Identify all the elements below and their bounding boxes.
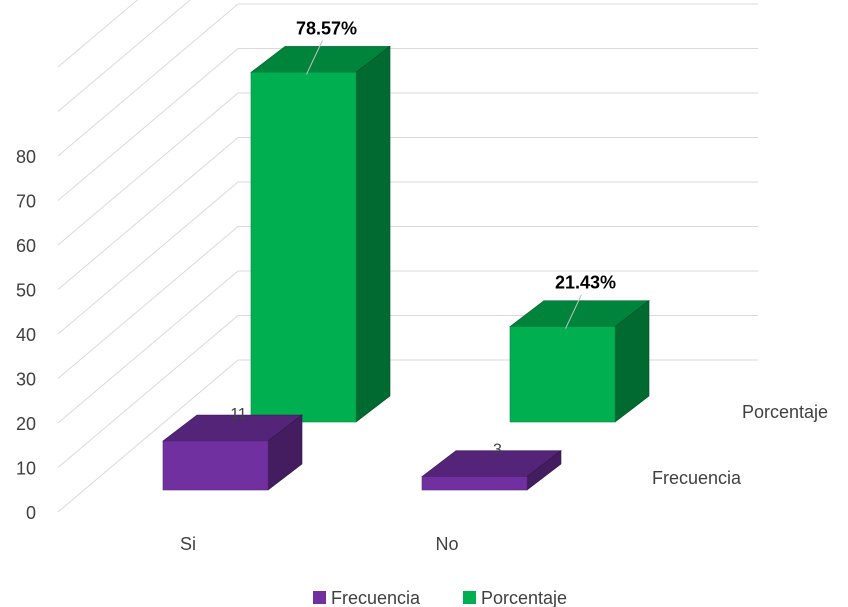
legend-label: Frecuencia [331,588,421,607]
y-tick-label: 30 [16,370,36,390]
y-tick-label: 0 [26,503,36,523]
data-label-porcentaje-no: 21.43% [555,273,616,293]
series-axis-label: Porcentaje [742,402,828,422]
series-axis-labels: Frecuencia Porcentaje [652,402,828,488]
legend-swatch [463,591,476,604]
data-label-frecuencia-si: 11 [230,406,247,423]
y-tick-label: 50 [16,281,36,301]
data-labels: 78.57% 21.43% 11 3 [230,18,616,458]
y-tick-label: 80 [16,147,36,167]
y-tick-label: 60 [16,236,36,256]
gridline-diagonal [57,359,239,513]
legend-item-porcentaje: Porcentaje [463,588,567,607]
data-label-porcentaje-si: 78.57% [296,18,357,38]
y-axis-ticks: 0 10 20 30 40 50 60 70 80 [16,147,36,523]
gridline-diagonal [57,92,239,246]
gridline-diagonal [57,226,239,379]
category-label: No [435,534,458,554]
gridlines [57,0,758,513]
category-label: Si [180,534,196,554]
legend-item-frecuencia: Frecuencia [313,588,421,607]
category-labels: Si No [180,534,459,554]
series-axis-label: Frecuencia [652,468,742,488]
bar-frecuencia-si [162,414,303,491]
y-tick-label: 20 [16,414,36,434]
y-tick-label: 10 [16,459,36,479]
bars [162,45,650,491]
bar-porcentaje-no [509,300,650,423]
gridline-diagonal [57,315,239,468]
gridline-diagonal [57,48,239,201]
gridline-diagonal [57,3,239,157]
gridline-diagonal [57,0,191,112]
bar-porcentaje-si [250,45,391,423]
y-tick-label: 70 [16,192,36,212]
legend-label: Porcentaje [481,588,567,607]
gridline-diagonal [57,0,139,68]
gridline-diagonal [57,270,239,424]
bar-frecuencia-no [421,450,562,491]
data-label-frecuencia-no: 3 [493,442,502,459]
gridline-diagonal [57,137,239,290]
leader-line [306,40,323,75]
legend: Frecuencia Porcentaje [313,588,567,607]
leader-line [565,294,582,329]
y-tick-label: 40 [16,325,36,345]
legend-swatch [313,591,326,604]
gridline-diagonal [57,181,239,335]
